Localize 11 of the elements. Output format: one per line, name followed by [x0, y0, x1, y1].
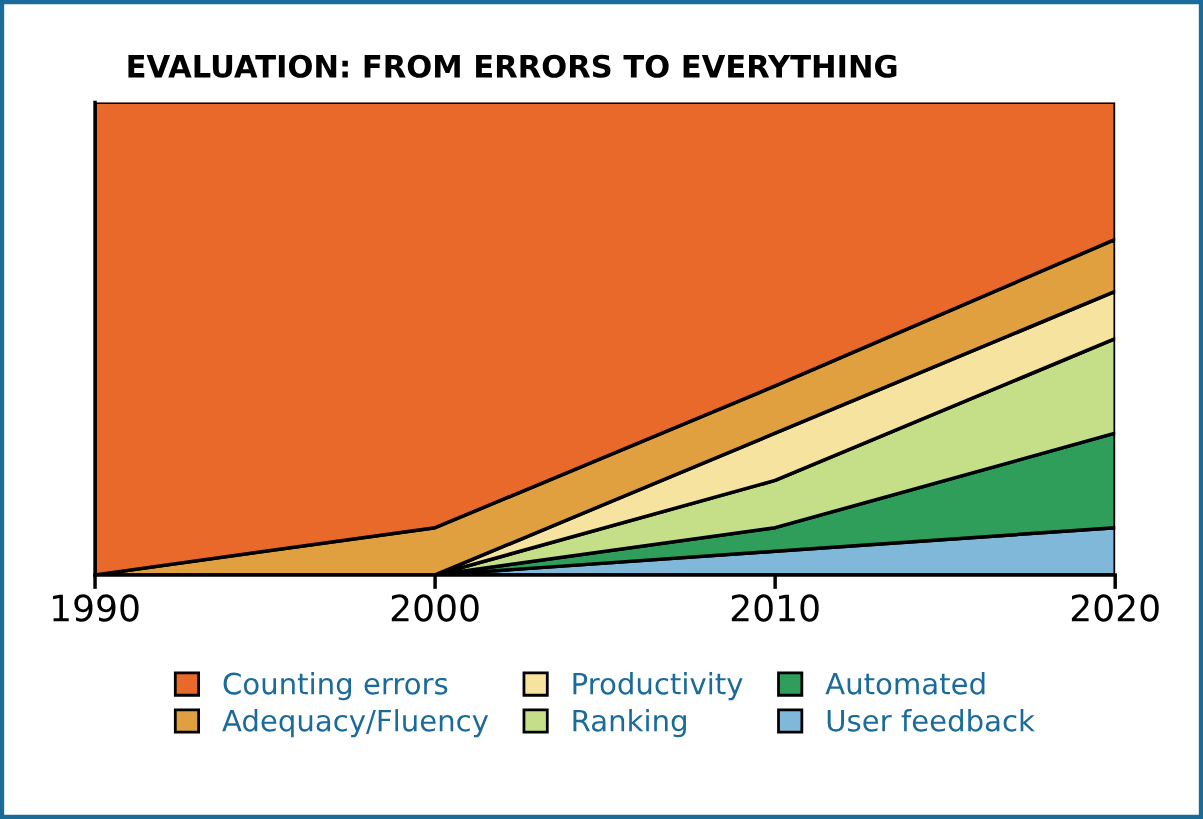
x-tick-label: 1990	[53, 594, 139, 622]
x-tick-label: 2010	[731, 594, 819, 622]
legend-label: Adequacy/Fluency	[222, 709, 489, 738]
legend-label: User feedback	[827, 709, 1035, 732]
legend-label: Counting errors	[223, 672, 448, 701]
legend-label: Ranking	[573, 709, 686, 738]
legend-label: Productivity	[573, 672, 743, 701]
legend-label: Automated	[825, 672, 985, 695]
chart-title: EVALUATION: FROM ERRORS TO EVERYTHING	[128, 54, 897, 78]
x-tick-label: 2020	[1071, 594, 1159, 622]
x-tick-label: 2000	[391, 594, 479, 622]
